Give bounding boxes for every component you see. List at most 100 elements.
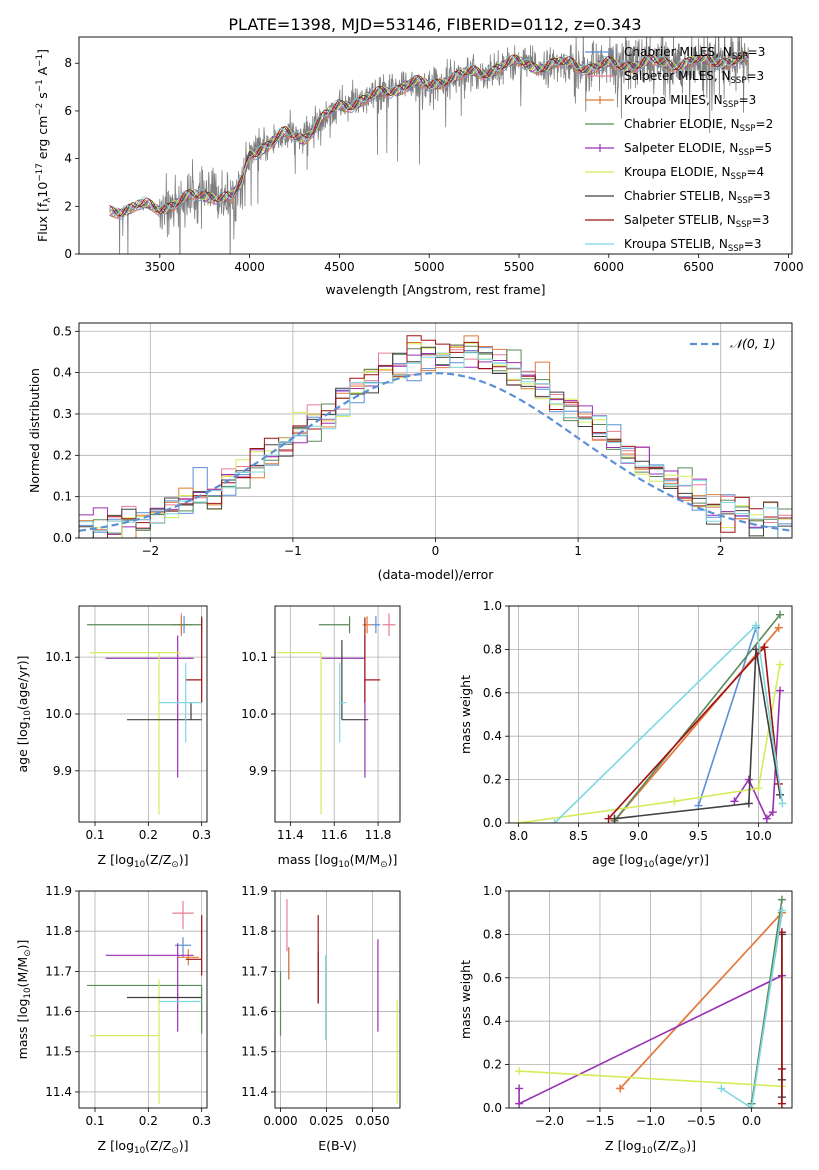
x-axis-label-part: (Z/Z [653,1138,679,1153]
x-tick-label: 6500 [683,260,714,274]
legend-label: Chabrier ELODIE, NSSP=2 [624,117,773,134]
residual-histogram-panel: −2 −1 0 1 2 0.0 0.1 0.2 0.3 0.4 0.5 (data-model)/er… [27,322,793,582]
plot-area [275,891,400,1108]
model-spectrum-line [109,54,749,220]
y-axis-label-part: mass [log [15,999,30,1060]
x-axis-label-part: )] [686,1138,696,1153]
y-tick-label: 0.2 [483,1058,502,1072]
x-tick-label: −2.0 [535,1114,564,1128]
legend-label-name: Chabrier ELODIE, N [624,117,740,131]
y-tick-label: 11.4 [45,1085,72,1099]
x-tick-label: 10.0 [745,829,772,843]
x-axis-label-part: 10 [643,860,654,870]
x-tick-label: 0.1 [85,1114,104,1128]
legend-label-sub: SSP [723,100,739,110]
legend-label: Salpeter ELODIE, NSSP=5 [624,141,772,158]
legend-label-name: Salpeter STELIB, N [624,213,736,227]
plot-area [109,37,750,254]
legend-label-name: Chabrier STELIB, N [624,189,737,203]
x-axis-label-part: )] [179,1138,189,1153]
y-tick-label: 0.5 [53,324,72,338]
y-axis-label-part: (age/yr)] [15,655,30,710]
x-axis-label-part: age [log [592,852,643,867]
legend-label-name: Salpeter MILES, N [624,69,731,83]
model-spectrum-line [109,51,749,216]
axes-frame [78,36,793,255]
y-tick-label: 0.6 [483,686,502,700]
mass-weight-line [607,645,780,820]
y-axis-label: age [log10(age/yr)] [15,655,33,772]
y-tick-label: 0.6 [483,971,502,985]
legend-label-name: Kroupa MILES, N [624,93,723,107]
x-tick-label: −0.5 [686,1114,715,1128]
x-axis-label: wavelength [Angstrom, rest frame] [325,282,545,297]
x-tick-label: 5000 [414,260,445,274]
x-tick-label: 0.1 [85,828,104,842]
mass-vs-metallicity-panel: 0.1 0.2 0.311.411.511.611.711.811.9Z [log1… [15,884,211,1156]
x-axis-label-part: Z [log [98,1138,134,1153]
y-tick-label: 11.7 [45,964,72,978]
model-spectrum-line [109,54,749,216]
y-tick-label: 11.6 [241,1005,268,1019]
legend-label-sub: SSP [731,172,747,182]
x-axis-label-part: Z [log [605,1138,641,1153]
mass-weight-line [519,1070,782,1088]
legend-label-value: =3 [752,213,770,227]
legend-label: Chabrier MILES, NSSP=3 [624,45,765,62]
x-tick-label: 0.2 [139,828,158,842]
x-axis-label-part: 10 [338,860,349,870]
y-axis-label-part: )] [15,940,30,950]
mass-weight-line [750,899,783,1104]
x-tick-label: −2 [141,544,159,558]
x-axis-label-part: ⊙ [679,1146,686,1156]
y-tick-label: 11.5 [241,1045,268,1059]
model-spectrum-line [109,51,749,217]
y-axis-label-part: 10 [23,710,33,721]
axes-frame [78,890,208,1109]
legend-label-name: Salpeter ELODIE, N [624,141,738,155]
y-axis-label: mass weight [458,960,473,1039]
y-tick-label: 11.8 [241,924,268,938]
x-axis-label-part: 10 [642,1146,653,1156]
spectrum-panel: 3500 4000 4500 5000 5500 6000 6500 7000 0 2 4 6 8 wav… [35,36,804,297]
age-vs-metallicity-panel: 0.1 0.2 0.39.910.010.1Z [log10(Z/Z⊙)]age [… [15,605,211,870]
mass-weight-line [720,910,783,1108]
y-tick-label: 11.7 [241,964,268,978]
y-tick-label: 11.9 [241,884,268,898]
legend-label-name: Chabrier MILES, N [624,45,732,59]
mass-vs-extinction-panel: 0.000 0.025 0.050 11.4 11.5 11.6 11.7 11.8 11.9 E… [241,884,401,1153]
normal-distribution-curve [79,371,792,532]
residual-histogram [79,346,792,538]
x-axis-label: Z [log10(Z/Z⊙)] [98,852,189,870]
x-tick-label: 8.5 [569,829,588,843]
y-tick-label: 0.0 [53,531,72,545]
x-axis-label-part: )] [179,852,189,867]
x-axis-label-part: mass [log [278,852,339,867]
x-axis-label-part: Z [log [98,852,134,867]
x-axis-label: Z [log10(Z/Z⊙)] [605,1138,696,1156]
y-tick-label: 1.0 [483,599,502,613]
residual-histogram [79,345,792,535]
legend-label: Salpeter MILES, NSSP=3 [624,69,764,86]
y-tick-label: 10.0 [241,707,268,721]
x-tick-label: −1.5 [585,1114,614,1128]
x-axis-label-part: ⊙ [171,860,178,870]
y-tick-label: 0.1 [53,490,72,504]
x-tick-label: 1 [574,544,582,558]
x-axis-label-part: )] [388,852,398,867]
x-tick-label: 0.3 [192,1114,211,1128]
x-axis-label-part: 10 [134,1146,145,1156]
legend-label-value: =3 [744,237,762,251]
legend-label-sub: SSP [740,124,756,134]
age-vs-mass-panel: 11.4 11.6 11.8 9.9 10.0 10.1 mass [log10(M/M⊙)… [241,605,401,870]
legend-label-sub: SSP [738,148,754,158]
axes-frame [78,605,208,823]
axes-frame [508,890,793,1109]
y-tick-label: 10.1 [45,650,72,664]
x-tick-label: −1.0 [636,1114,665,1128]
mass-weight-line [518,664,781,823]
legend-label-value: =5 [754,141,772,155]
y-axis-label-part: A [35,66,50,79]
x-tick-label: 8.0 [509,829,528,843]
